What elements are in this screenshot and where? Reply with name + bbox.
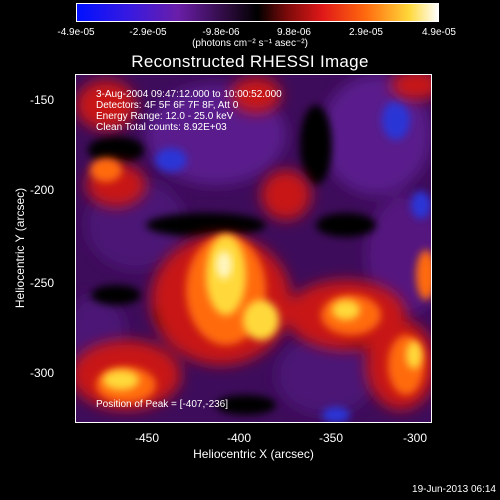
colorbar-tick: -9.8e-06: [202, 27, 240, 38]
y-tick-label: -250: [30, 276, 55, 290]
colorbar-tick: 2.9e-05: [349, 27, 383, 38]
x-tick-label: -450: [134, 431, 160, 445]
peak-position-annotation: Position of Peak = [-407,-236]: [96, 399, 229, 410]
x-tick-label: -400: [226, 431, 252, 445]
x-tick-label: -300: [402, 431, 428, 445]
x-axis-label: Heliocentric X (arcsec): [193, 447, 314, 461]
time-range-annotation: 3-Aug-2004 09:47:12.000 to 10:00:52.000: [96, 89, 282, 100]
colorbar: [76, 3, 439, 22]
plot-title: Reconstructed RHESSI Image: [131, 52, 369, 71]
colorbar-tick: 4.9e-05: [422, 27, 456, 38]
footer-timestamp: 19-Jun-2013 06:14: [412, 484, 496, 495]
colorbar-units: (photons cm⁻² s⁻¹ asec⁻²): [192, 38, 308, 49]
colorbar-tick: -4.9e-05: [57, 27, 95, 38]
y-tick-label: -300: [30, 366, 55, 380]
rhessi-image: 3-Aug-2004 09:47:12.000 to 10:00:52.000 …: [75, 74, 432, 423]
y-tick-label: -200: [30, 183, 55, 197]
colorbar-tick: -2.9e-05: [129, 27, 167, 38]
image-canvas: [76, 75, 431, 422]
y-axis-label: Heliocentric Y (arcsec): [13, 187, 27, 309]
colorbar-tick: 9.8e-06: [277, 27, 311, 38]
energy-range-annotation: Energy Range: 12.0 - 25.0 keV: [96, 111, 234, 122]
detectors-annotation: Detectors: 4F 5F 6F 7F 8F, Att 0: [96, 100, 239, 111]
clean-counts-annotation: Clean Total counts: 8.92E+03: [96, 122, 227, 133]
y-tick-label: -150: [30, 93, 55, 107]
x-tick-label: -350: [318, 431, 344, 445]
